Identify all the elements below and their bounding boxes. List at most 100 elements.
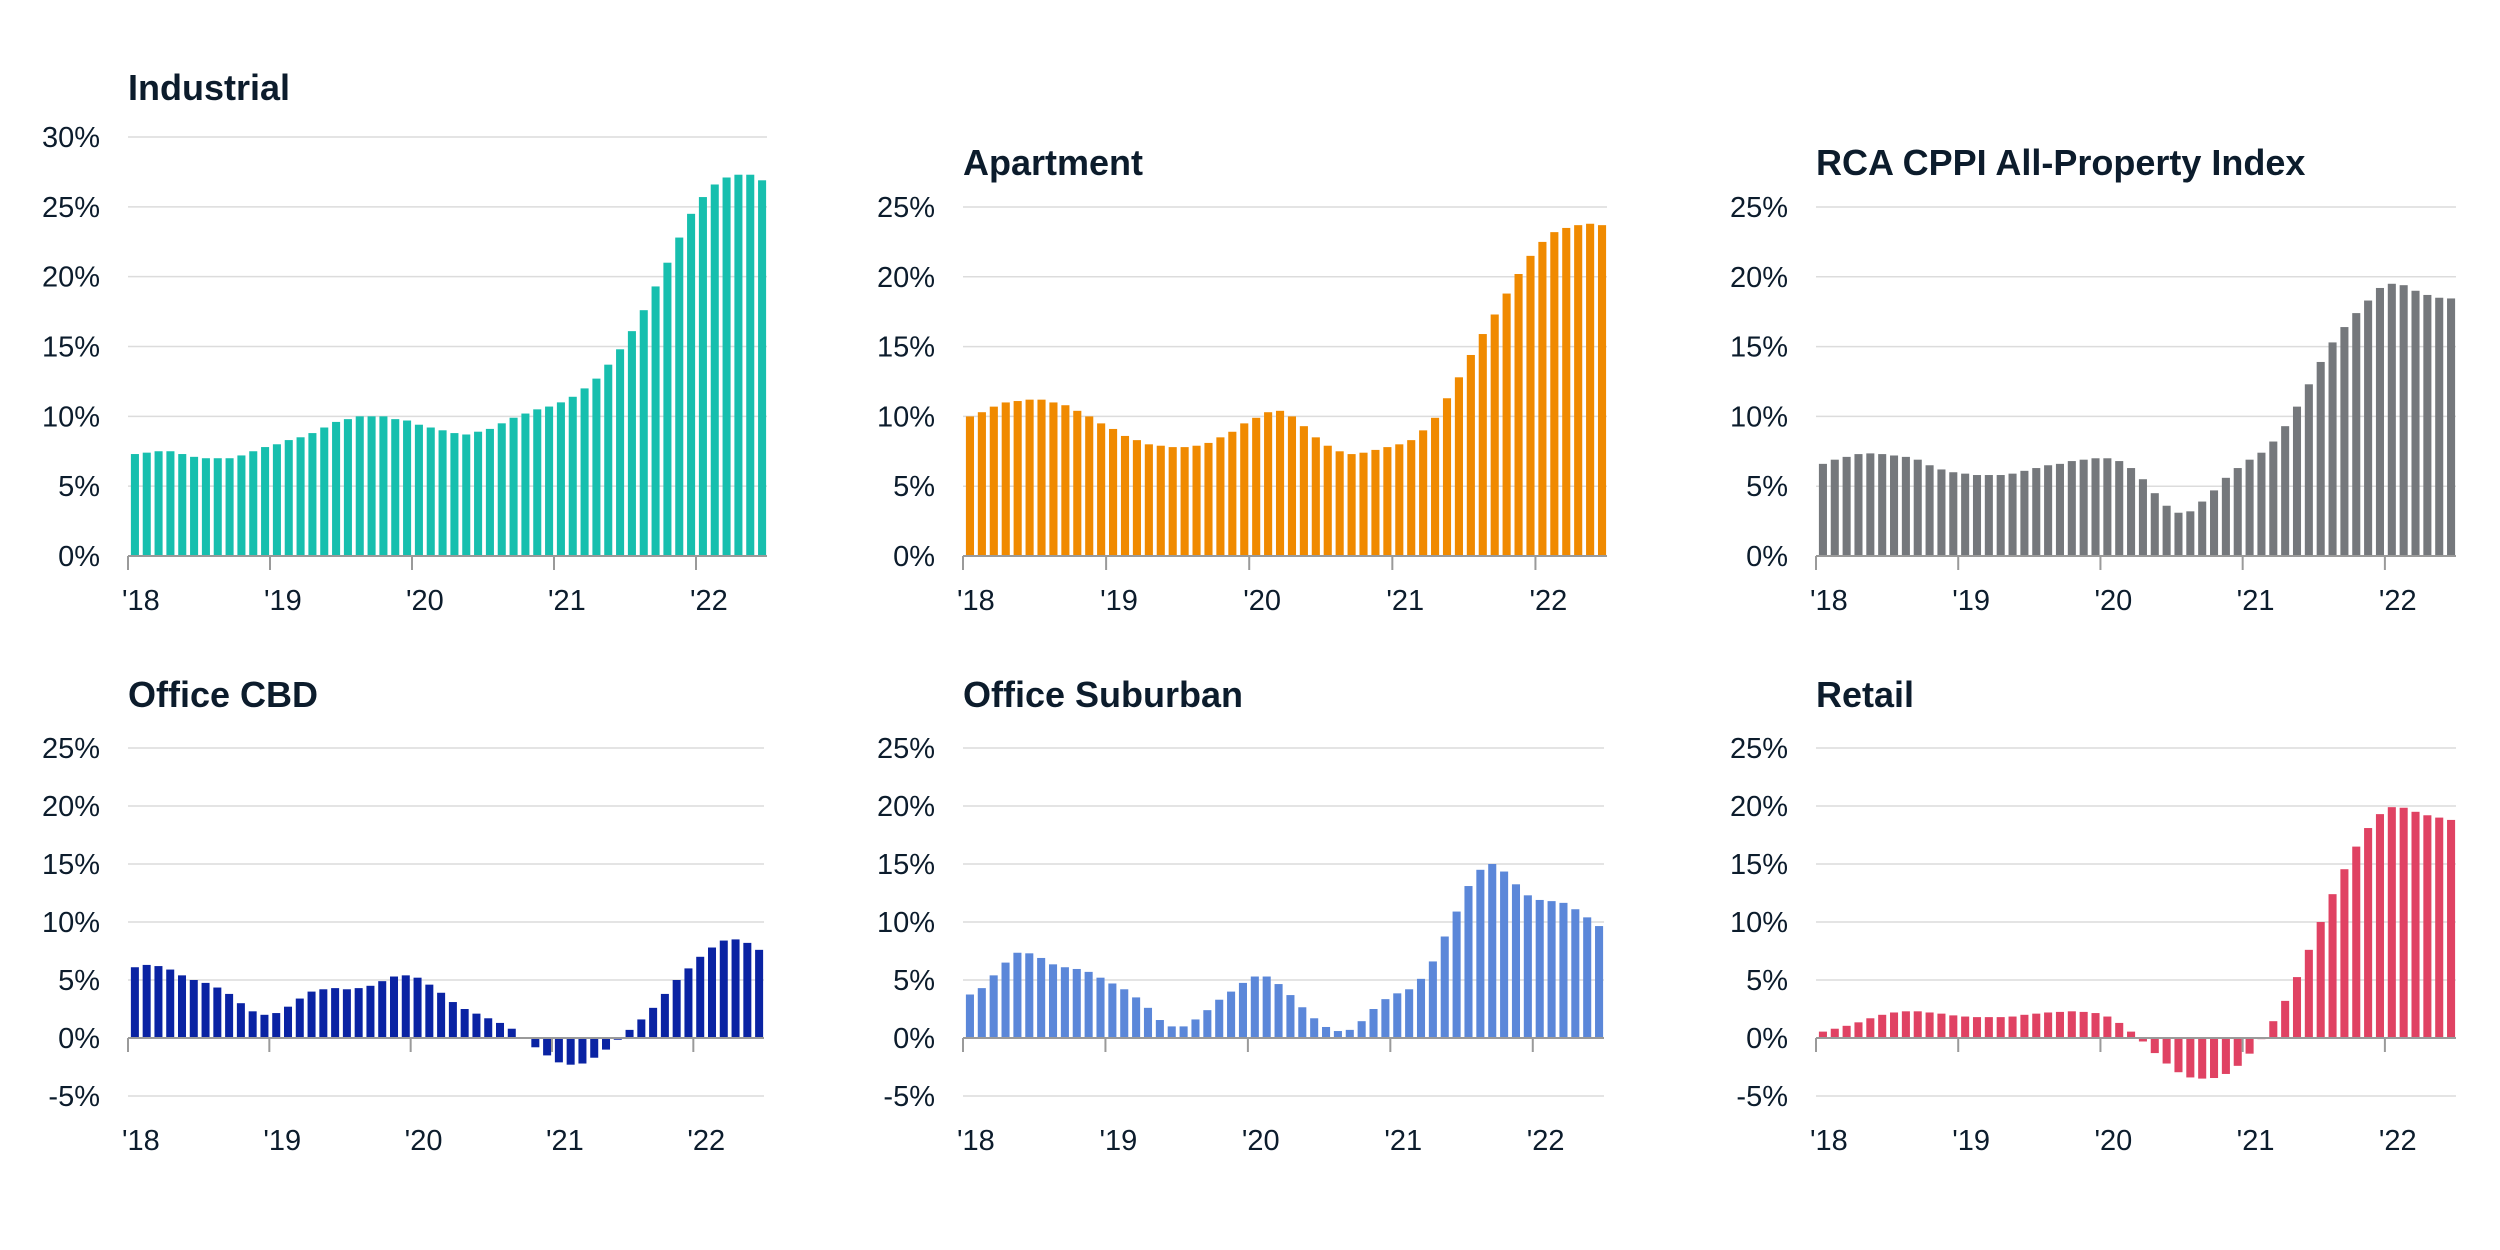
bar [2399, 285, 2408, 556]
bar [1228, 431, 1237, 556]
bar [1547, 901, 1556, 1038]
bar [390, 976, 399, 1038]
y-tick-label: 15% [1730, 849, 1788, 881]
bar [2292, 977, 2302, 1038]
bar [1310, 1018, 1319, 1038]
bar [2138, 1038, 2147, 1042]
bar [1854, 454, 1863, 556]
bar [1275, 410, 1285, 556]
bar [2411, 290, 2420, 556]
bar [1049, 402, 1058, 556]
bar [201, 458, 210, 556]
bar [2316, 922, 2325, 1038]
bar [675, 237, 684, 556]
bar [1586, 223, 1595, 556]
bar [1262, 976, 1271, 1038]
bar [651, 286, 660, 556]
bar [2364, 828, 2373, 1038]
bar [1311, 437, 1320, 556]
bar [1595, 926, 1604, 1038]
bar [1061, 405, 1070, 556]
bar [1502, 293, 1511, 556]
bar [307, 991, 316, 1038]
bar [2340, 327, 2349, 556]
bar [1901, 1011, 1910, 1038]
chart-title: Office Suburban [963, 674, 1243, 715]
bar [1192, 445, 1201, 556]
bar [2423, 294, 2432, 556]
y-tick-label: 20% [1730, 791, 1788, 823]
bar [460, 1009, 469, 1038]
bar [1996, 1017, 2005, 1038]
bar [1048, 964, 1058, 1038]
y-tick-label: 0% [58, 1023, 100, 1055]
bar [684, 968, 693, 1038]
bar [1156, 445, 1165, 556]
bar [1120, 989, 1129, 1038]
bar [413, 977, 422, 1038]
bar [758, 180, 767, 557]
bar [1454, 377, 1463, 556]
bar [1298, 1007, 1307, 1038]
bar [1500, 871, 1509, 1038]
bar [663, 262, 672, 556]
bar [154, 451, 163, 556]
x-tick-label: '22 [2379, 1125, 2417, 1157]
bar [379, 416, 388, 556]
x-tick-label: '18 [957, 1125, 995, 1157]
y-tick-label: 20% [1730, 262, 1788, 294]
x-tick-label: '22 [1527, 1125, 1565, 1157]
bar [1001, 962, 1010, 1038]
bar [236, 1003, 245, 1038]
chart-panel: Industrial 0% 5% 10% 15% 20% 25% 30% '18 '19 '20 '2… [42, 67, 767, 617]
bar [1925, 1012, 1934, 1038]
bar [1120, 435, 1130, 556]
x-tick-label: '18 [957, 585, 995, 617]
bar [1108, 983, 1117, 1038]
bar [178, 454, 187, 556]
bar [1407, 440, 1416, 556]
bar [2044, 465, 2053, 556]
bar [719, 940, 728, 1038]
bar [616, 349, 625, 556]
bar [426, 427, 435, 556]
bar [1562, 227, 1571, 556]
y-tick-label: 15% [42, 332, 100, 364]
bar [2375, 287, 2384, 556]
y-tick-label: 15% [42, 849, 100, 881]
bar [320, 427, 329, 556]
y-tick-label: 10% [877, 401, 935, 433]
bar [2328, 342, 2337, 556]
bar [965, 416, 975, 556]
bar [425, 984, 434, 1038]
bar [710, 184, 719, 557]
y-tick-label: 5% [58, 965, 100, 997]
bar [2067, 461, 2076, 556]
bar [496, 1022, 505, 1038]
bar [1109, 428, 1118, 556]
bar [166, 969, 175, 1038]
bar [1335, 451, 1344, 556]
bar [1866, 1018, 1875, 1038]
bar [698, 197, 707, 556]
chart-title: Office CBD [128, 674, 318, 715]
chart-panel: Retail -5% 0% 5% 10% 15% 20% 25% '18 '19 '20 '21 '22 [1730, 674, 2456, 1157]
bar [509, 417, 518, 556]
bar [414, 424, 423, 556]
bar [1025, 953, 1034, 1038]
bar [2044, 1012, 2053, 1038]
bar [1013, 401, 1022, 556]
bar [1191, 1019, 1200, 1038]
bar [1901, 456, 1910, 556]
bar [1949, 1015, 1958, 1038]
bar [1037, 399, 1046, 556]
bar [272, 444, 281, 556]
bar [367, 416, 376, 556]
bar [1878, 1014, 1887, 1038]
bar [166, 451, 175, 556]
bar [319, 989, 328, 1038]
bar [485, 428, 494, 556]
bar [1132, 997, 1141, 1038]
y-tick-label: 15% [877, 849, 935, 881]
bar [604, 364, 613, 556]
